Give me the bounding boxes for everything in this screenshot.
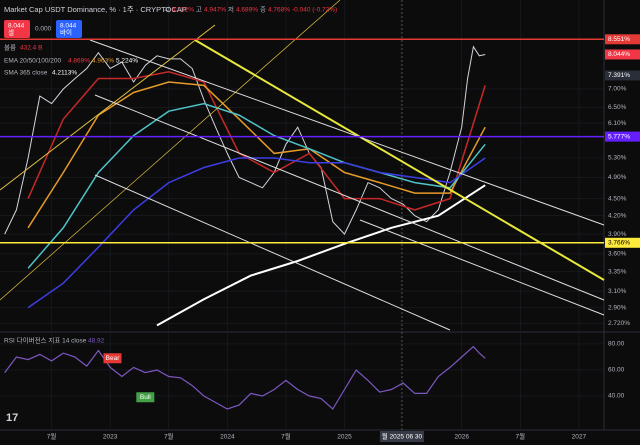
- trendline: [0, 24, 216, 191]
- x-tick-label: 7월: [516, 432, 526, 441]
- x-tick-label: 2025: [337, 434, 352, 441]
- low: 4.689%: [236, 7, 258, 14]
- y-tick-label: 4.20%: [608, 212, 627, 219]
- level-box: [605, 131, 640, 142]
- sell-label[interactable]: 셀: [8, 29, 14, 37]
- trendline: [194, 39, 605, 281]
- close-label: 종: [260, 6, 266, 14]
- volume: 432.4 B: [20, 45, 42, 52]
- crosshair-box: [379, 431, 424, 442]
- y-tick-label: 3.10%: [608, 288, 627, 295]
- channel-line: [359, 219, 605, 316]
- high-label: 고: [196, 6, 202, 14]
- open-label: 시: [164, 7, 170, 14]
- rsi-value: 48.92: [88, 338, 105, 345]
- header: Market Cap USDT Dominance, % · 1주 · CRYP…: [4, 5, 337, 424]
- high: 4.947%: [204, 7, 226, 14]
- buy-price[interactable]: 8.044: [60, 23, 77, 30]
- y-tick-label: 7.00%: [608, 86, 627, 93]
- close: 4.768%: [268, 7, 290, 14]
- y-tick-label: 2.90%: [608, 304, 627, 311]
- pane: [0, 0, 604, 430]
- x-tick-label: 2024: [220, 434, 235, 441]
- rsi-label: RSI 다이버전스 지표 14 close: [4, 336, 87, 345]
- low-label: 저: [228, 5, 234, 14]
- annotation-box: [103, 353, 122, 364]
- level-label: 8.551%: [608, 36, 630, 43]
- x-tick-label: 7월: [281, 432, 291, 441]
- trend-drawings: [0, 0, 605, 331]
- sma-label: SMA 365 close: [4, 70, 48, 77]
- volume-label: 볼륨: [4, 43, 16, 52]
- level-label: 7.391%: [608, 72, 630, 79]
- y-tick-label: 60.00: [608, 367, 625, 374]
- series-line: [4, 45, 486, 235]
- buy-label[interactable]: 바이: [60, 28, 72, 37]
- title: Market Cap USDT Dominance, % · 1주 · CRYP…: [4, 5, 187, 14]
- ema-value: 5.224%: [116, 58, 138, 65]
- y-tick-label: 3.60%: [608, 251, 627, 258]
- logo: 17: [6, 412, 18, 424]
- ema-label: EMA 20/50/100/200: [4, 58, 61, 65]
- level-box: [605, 49, 640, 60]
- series-line: [27, 71, 486, 211]
- crosshair-label: 월 2025 06 30: [382, 432, 423, 441]
- channel-line: [89, 39, 605, 226]
- series-line: [4, 345, 486, 410]
- annotation-label: Bull: [140, 394, 151, 401]
- annotation-label: Bear: [106, 355, 121, 362]
- y-tick-label: 80.00: [608, 341, 625, 348]
- channel-line: [94, 174, 451, 331]
- channel-line: [94, 94, 605, 301]
- level-box: [605, 70, 640, 81]
- x-tick-label: 2023: [103, 434, 118, 441]
- sell-price[interactable]: 8.044: [8, 23, 25, 30]
- x-tick-label: 7월: [164, 432, 174, 441]
- x-tick-label: 7월: [47, 432, 57, 441]
- y-tick-label: 6.50%: [608, 104, 627, 111]
- level-box: [605, 237, 640, 248]
- pane: [0, 343, 604, 410]
- annotation-box: [136, 392, 155, 403]
- change: -0.040 (-0.72%): [292, 7, 337, 14]
- y-tick-label: 3.35%: [608, 269, 627, 276]
- x-tick-label: 2027: [572, 434, 587, 441]
- series-line: [27, 102, 486, 269]
- y-tick-label: 6.10%: [608, 120, 627, 127]
- level-label: 5.777%: [608, 133, 630, 140]
- y-tick-label: 4.90%: [608, 174, 627, 181]
- open: 4.782%: [172, 7, 194, 14]
- ema-value: 4.869%: [68, 58, 90, 65]
- level-box: [605, 34, 640, 45]
- y-tick-label: 2.720%: [608, 320, 630, 327]
- y-tick-label: 3.90%: [608, 231, 627, 238]
- sma-value: 4.2113%: [52, 70, 77, 77]
- buy-button[interactable]: [56, 20, 82, 38]
- level-label: 3.766%: [608, 240, 630, 247]
- y-tick-label: 40.00: [608, 393, 625, 400]
- ema-value: 4.963%: [92, 58, 114, 65]
- x-tick-label: 2026: [454, 434, 469, 441]
- spread: 0.000: [35, 26, 52, 33]
- trendline: [0, 0, 341, 301]
- sell-button[interactable]: [4, 20, 30, 38]
- y-tick-label: 5.30%: [608, 155, 627, 162]
- series-line: [27, 157, 486, 309]
- level-label: 8.044%: [608, 51, 630, 58]
- series-line: [156, 184, 486, 327]
- y-tick-label: 4.50%: [608, 195, 627, 202]
